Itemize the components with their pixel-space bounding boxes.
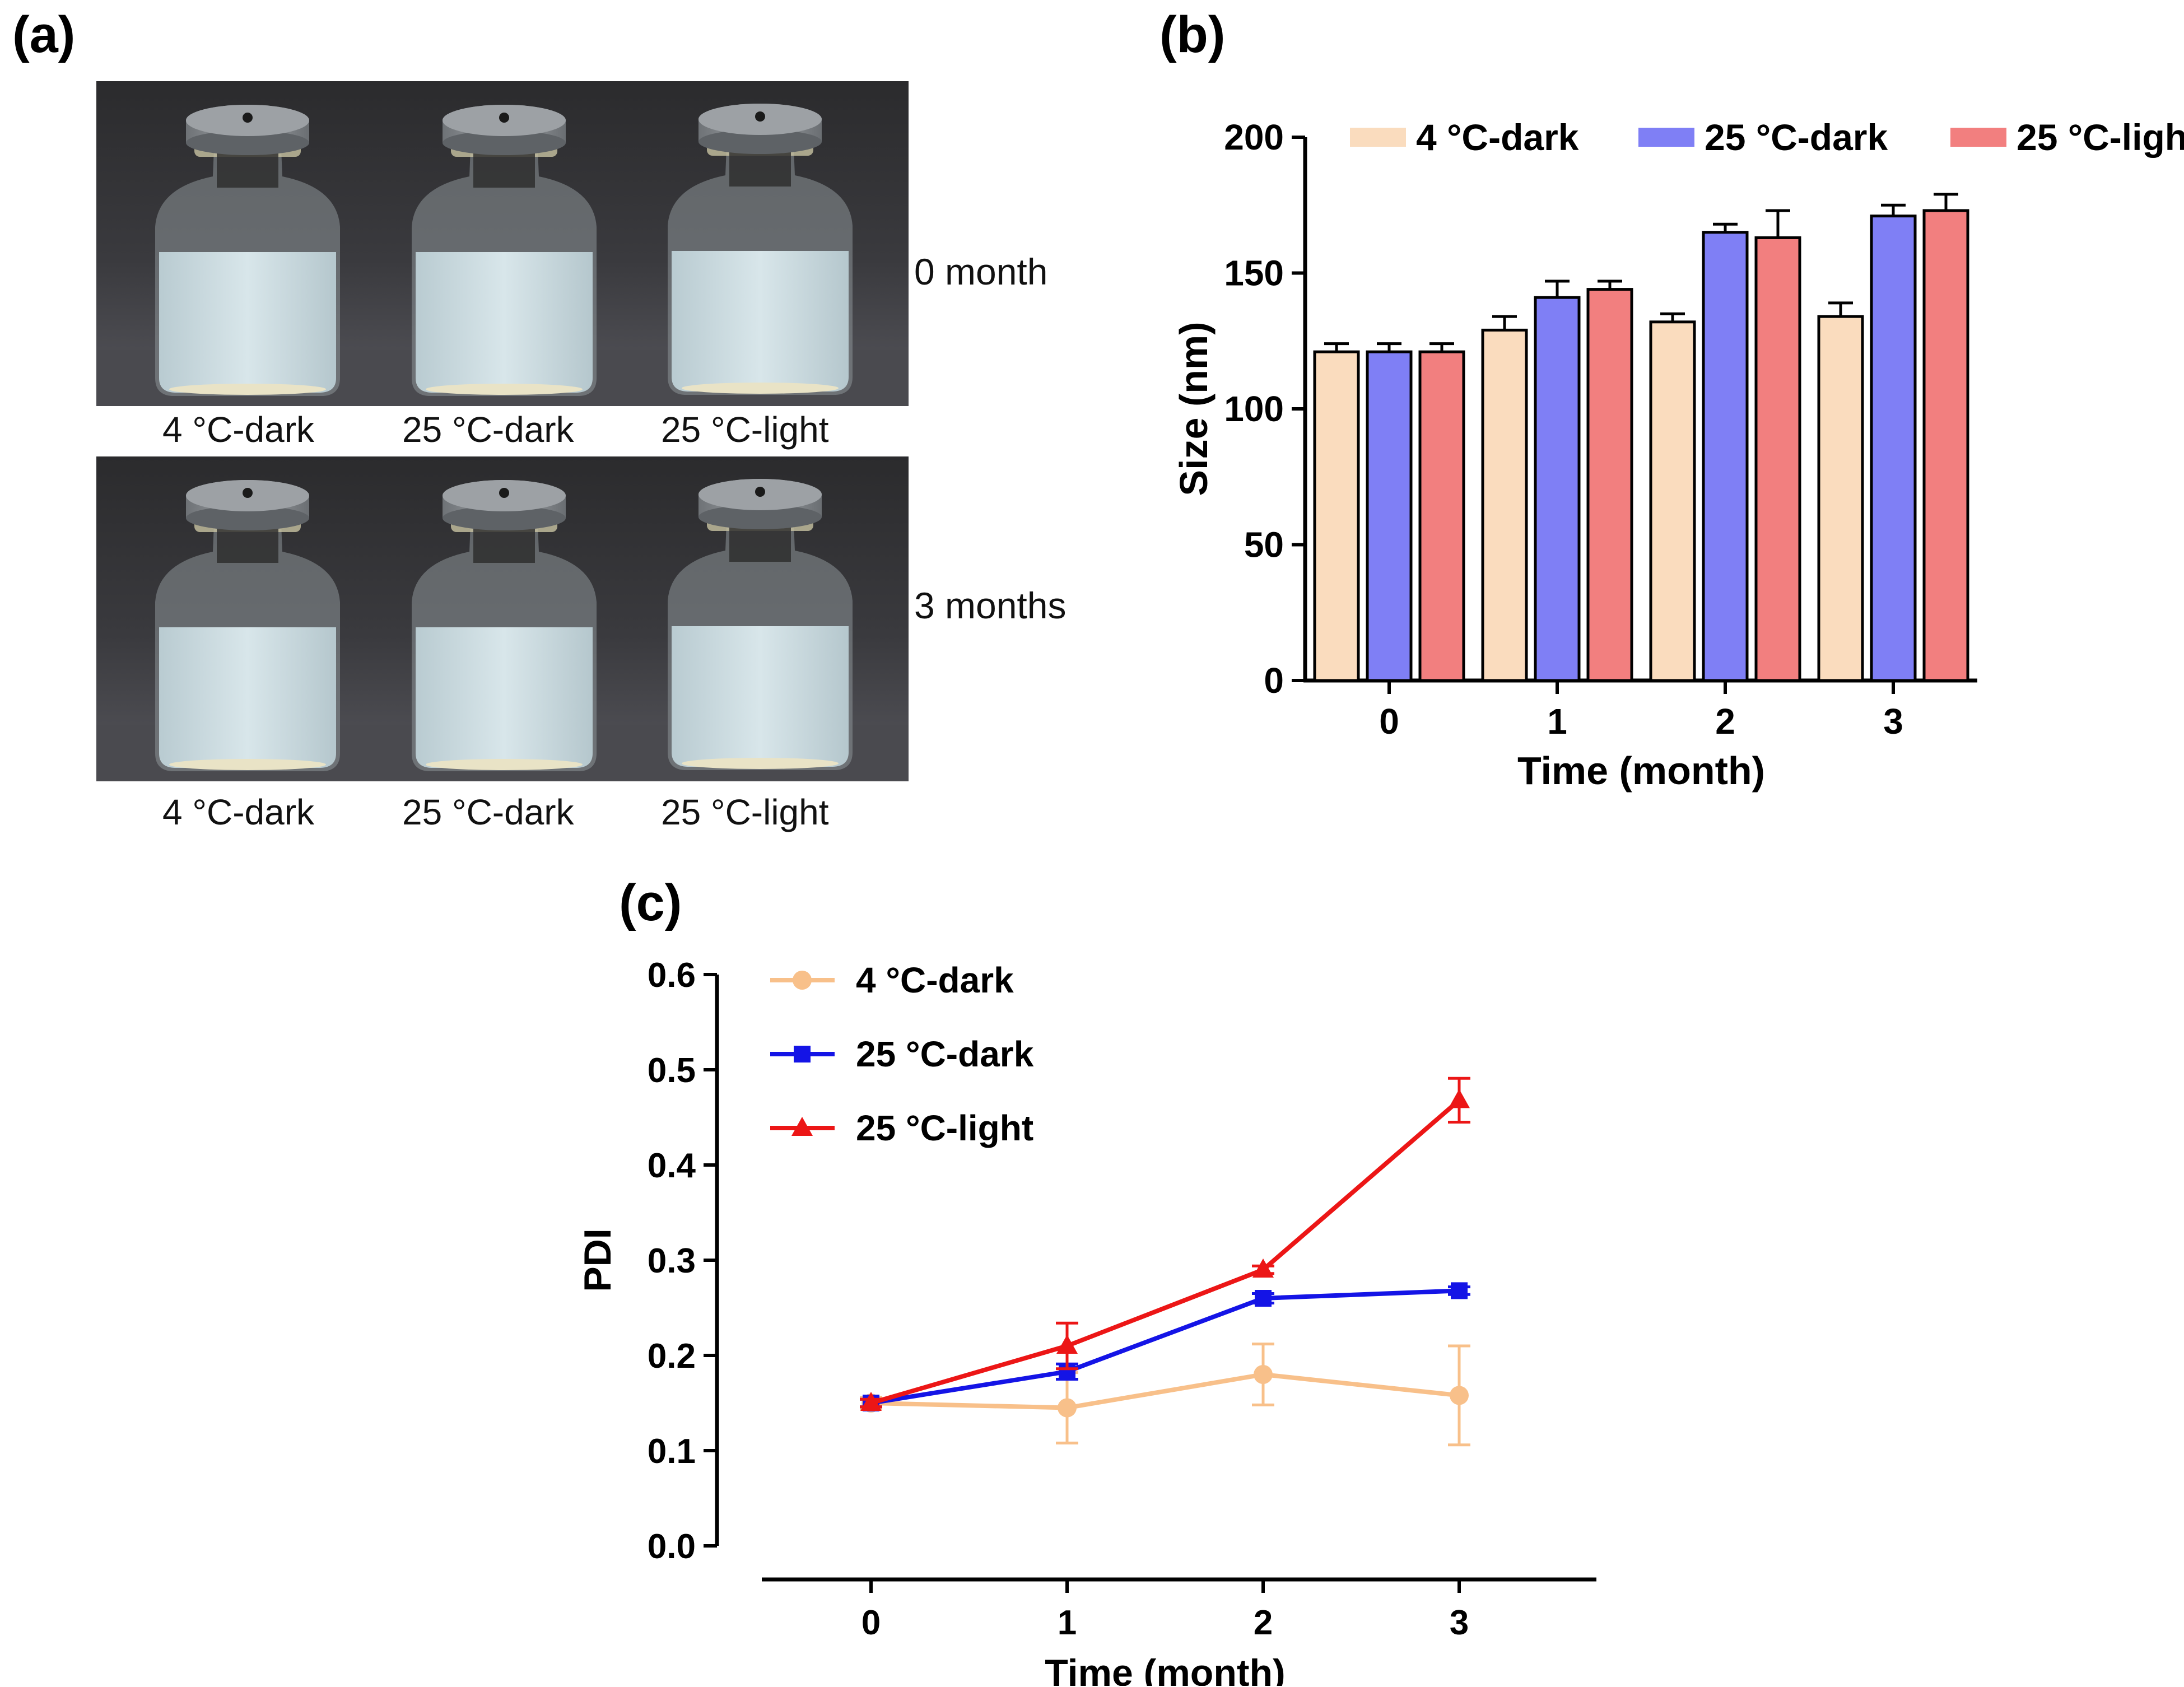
vial-label-0-25c-light: 25 °C-light: [661, 409, 829, 450]
y-tick-label-2: 100: [1224, 389, 1284, 429]
time-label-0-month: 0 month: [914, 251, 1048, 292]
y-tick-label-3: 0.3: [648, 1242, 696, 1280]
axes-c: 0.0 0.1 0.2 0.3 0.4 0.5 0.6 0 1 2 3 Time (month) PDI: [576, 956, 1596, 1686]
x-tick-label-1: 1: [1547, 701, 1567, 742]
y-tick-label-5: 0.5: [648, 1051, 696, 1090]
legend-label-1: 25 °C-dark: [856, 1034, 1034, 1074]
point-0-2: [1254, 1365, 1273, 1384]
series-c: [860, 1076, 1470, 1447]
x-tick-label-3: 3: [1450, 1604, 1469, 1642]
bar-0-3: [1817, 315, 1864, 682]
vial-label-0-25c-dark: 25 °C-dark: [402, 409, 574, 450]
panel-label-c: (c): [619, 874, 682, 931]
x-tick-label-2: 2: [1715, 701, 1735, 742]
bar-1-1: [1534, 296, 1581, 682]
y-axis-title: Size (nm): [1172, 321, 1216, 496]
series-line-1: [870, 1288, 1460, 1405]
point-1-3: [1451, 1282, 1468, 1299]
legend-marker-0: [793, 971, 812, 990]
x-tick-label-0: 0: [1379, 701, 1399, 742]
panel-label-a: (a): [12, 6, 76, 63]
legend-label-0: 4 °C-dark: [856, 960, 1014, 1000]
bar-2-2: [1754, 236, 1801, 682]
series-0: [860, 1343, 1470, 1447]
y-tick-label-4: 0.4: [648, 1147, 696, 1185]
series-2: [860, 1076, 1470, 1411]
y-tick-label-6: 0.6: [648, 956, 696, 995]
legend-marker-2: [791, 1117, 813, 1136]
y-tick-label-0: 0.0: [648, 1527, 696, 1566]
point-0-1: [1058, 1398, 1077, 1418]
series-line-0: [870, 1372, 1460, 1410]
bar-2-3: [1922, 209, 1969, 682]
x-axis-title: Time (month): [1517, 749, 1765, 793]
axes-b: 0 50 100 150 200 0 1 2 3 Time (month) Size (nm): [1172, 117, 1977, 793]
bar-2-0: [1418, 350, 1465, 682]
bars-b: [1313, 193, 1969, 682]
bar-1-2: [1702, 231, 1749, 682]
bar-2-1: [1586, 288, 1633, 682]
legend-label-2: 25 °C-light: [2017, 116, 2184, 158]
size-bar-chart: 0 50 100 150 200 0 1 2 3 Time (month) Size (nm) 4 °…: [1172, 116, 2184, 793]
bar-0-1: [1481, 328, 1528, 682]
y-axis-title: PDI: [576, 1228, 619, 1292]
legend-label-0: 4 °C-dark: [1416, 116, 1579, 158]
bar-1-3: [1870, 215, 1917, 682]
x-tick-label-3: 3: [1883, 701, 1903, 742]
legend-b: 4 °C-dark 25 °C-dark 25 °C-light: [1350, 116, 2184, 158]
legend-swatch-0: [1350, 128, 1406, 147]
vial-label-3-25c-dark: 25 °C-dark: [402, 792, 574, 832]
x-axis-title: Time (month): [1045, 1652, 1285, 1686]
legend-marker-1: [794, 1046, 811, 1062]
series-line-2: [870, 1098, 1461, 1405]
legend-label-1: 25 °C-dark: [1705, 116, 1888, 158]
x-tick-label-2: 2: [1254, 1604, 1273, 1642]
legend-c: 4 °C-dark 25 °C-dark 25 °C-light: [770, 960, 1034, 1148]
legend-swatch-2: [1950, 128, 2006, 147]
legend-swatch-1: [1638, 128, 1694, 147]
legend-label-2: 25 °C-light: [856, 1108, 1033, 1148]
y-tick-label-1: 0.1: [648, 1432, 696, 1471]
y-tick-label-1: 50: [1244, 525, 1284, 565]
vial-label-0-4c-dark: 4 °C-dark: [162, 409, 314, 450]
y-tick-label-3: 150: [1224, 253, 1284, 293]
y-tick-label-4: 200: [1224, 117, 1284, 157]
x-tick-label-0: 0: [862, 1604, 881, 1642]
x-tick-label-1: 1: [1058, 1604, 1077, 1642]
vial-photo-0-month: [96, 81, 909, 406]
point-0-3: [1450, 1386, 1469, 1405]
y-tick-label-2: 0.2: [648, 1337, 696, 1376]
series-1: [860, 1282, 1470, 1411]
bar-0-0: [1313, 350, 1360, 682]
point-2-3: [1449, 1089, 1470, 1108]
panel-label-b: (b): [1159, 6, 1226, 63]
vial-photo-3-months: [96, 456, 909, 781]
y-tick-label-0: 0: [1264, 660, 1284, 701]
point-2-2: [1252, 1259, 1274, 1278]
vial-label-3-4c-dark: 4 °C-dark: [162, 792, 314, 832]
time-label-3-months: 3 months: [914, 585, 1067, 626]
point-2-0: [860, 1392, 882, 1411]
pdi-line-chart: 0.0 0.1 0.2 0.3 0.4 0.5 0.6 0 1 2 3 Time (month) PDI…: [576, 956, 1596, 1686]
bar-0-2: [1649, 320, 1696, 682]
bar-1-0: [1366, 350, 1413, 682]
point-2-1: [1056, 1335, 1078, 1354]
point-1-2: [1255, 1290, 1272, 1307]
vial-label-3-25c-light: 25 °C-light: [661, 792, 829, 832]
